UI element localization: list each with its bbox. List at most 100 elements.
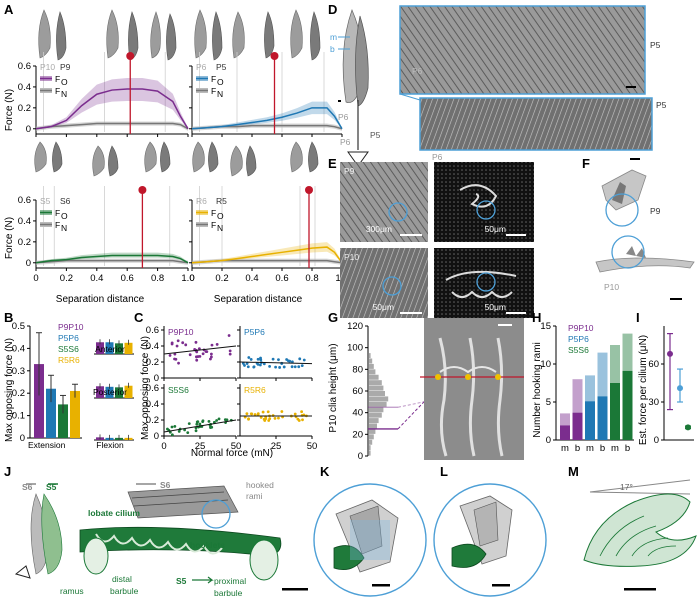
x-tick-label: 0.8 bbox=[305, 273, 318, 284]
legend-fn-sub: N bbox=[61, 89, 67, 99]
scale-bar-j bbox=[282, 588, 308, 591]
x-tick-label: 50 bbox=[231, 441, 242, 452]
x-tick-label: 0.4 bbox=[90, 273, 103, 284]
scatter-point bbox=[300, 364, 304, 368]
l-gray-face bbox=[473, 501, 499, 547]
bar-R5R6 bbox=[70, 390, 80, 438]
hist-bar bbox=[369, 353, 371, 359]
y-tick-label: 0 bbox=[546, 435, 551, 446]
scatter-point bbox=[195, 422, 199, 426]
scatter-point bbox=[258, 363, 262, 367]
stack-upper bbox=[622, 333, 633, 371]
scatter-point bbox=[302, 358, 306, 362]
y-tick-label: 0.4 bbox=[18, 216, 31, 227]
scatter-point bbox=[297, 419, 301, 422]
j-lobate: lobate cilium bbox=[88, 508, 140, 518]
stack-upper bbox=[585, 375, 595, 402]
panel-label-k: K bbox=[320, 464, 330, 479]
highlight-circle-e4 bbox=[476, 272, 496, 292]
mini-bar-S5S6 bbox=[115, 343, 123, 354]
hist-bar bbox=[369, 369, 376, 375]
label-p5-bottom: P5 bbox=[656, 100, 667, 110]
scatter-point bbox=[177, 429, 181, 433]
stack-upper bbox=[610, 345, 620, 383]
scatter-point bbox=[282, 365, 286, 369]
fo-line bbox=[191, 246, 343, 264]
whole-feather-sketch-2 bbox=[355, 15, 369, 107]
y-tick-label: 120 bbox=[347, 321, 363, 332]
scale-label-e2: 50μm bbox=[485, 224, 506, 234]
j-s5-bottom: S5 bbox=[176, 576, 187, 586]
panel-c: C Max opposing force (N) Normal force (m… bbox=[134, 310, 317, 459]
y-tick-label: 0.2 bbox=[12, 388, 25, 399]
scatter-point bbox=[175, 344, 179, 348]
panel-j: J S6 S5 S6 lobate cilium hooked rami hoo… bbox=[4, 464, 308, 598]
legend-fo: F bbox=[211, 74, 216, 84]
scatter-point bbox=[246, 365, 250, 369]
highlight-circle-e2 bbox=[476, 200, 496, 220]
h-legend-s5s6: S5S6 bbox=[568, 345, 589, 355]
x-tick-label: b bbox=[575, 443, 580, 454]
y-tick-label: 5 bbox=[546, 397, 551, 408]
panel-l: L bbox=[433, 464, 547, 597]
x-tick-label: 0 bbox=[161, 441, 166, 452]
j-s5-left: S5 bbox=[46, 482, 57, 492]
j-lobe-right bbox=[249, 539, 279, 581]
k-plane bbox=[350, 520, 390, 560]
x-tick-label: 0.6 bbox=[275, 273, 288, 284]
g-dot-2 bbox=[465, 374, 471, 380]
j-green-ramus bbox=[79, 526, 282, 557]
f-hook bbox=[612, 182, 626, 204]
j-distal: distal bbox=[112, 574, 132, 584]
scale-bar-k bbox=[372, 584, 390, 587]
scatter-point bbox=[267, 419, 271, 422]
hist-bar bbox=[369, 363, 374, 369]
label-p6-bottom: P6 bbox=[432, 152, 443, 162]
scatter-point bbox=[271, 357, 275, 361]
panel-h-legend: P9P10 P5P6 S5S6 bbox=[568, 323, 594, 355]
panel-m: M 17° bbox=[568, 464, 697, 591]
scatter-point bbox=[217, 417, 221, 421]
y-tick-label: 0.2 bbox=[146, 415, 159, 426]
bar-S5S6 bbox=[58, 404, 68, 438]
scatter-label: P9P10 bbox=[168, 327, 194, 337]
scatter-point bbox=[298, 357, 302, 361]
l-green-cilium bbox=[451, 543, 487, 568]
panel-c-xlabel: Normal force (mN) bbox=[191, 448, 273, 459]
label-p10-f: P10 bbox=[604, 282, 619, 292]
panel-label-b: B bbox=[4, 310, 13, 325]
ct-structure-2 bbox=[445, 270, 517, 298]
y-tick-label: 0.6 bbox=[146, 383, 159, 394]
scatter-label: P5P6 bbox=[244, 327, 265, 337]
scatter-point bbox=[173, 352, 177, 356]
scatter-point bbox=[301, 418, 304, 422]
scatter-point bbox=[293, 365, 297, 369]
legend-fo: F bbox=[55, 208, 60, 218]
hist-bar bbox=[369, 450, 371, 456]
j-rami: rami bbox=[246, 491, 263, 501]
hist-bar bbox=[369, 396, 389, 402]
y-tick-label: 0.6 bbox=[18, 61, 31, 72]
x-tick-label: 0.4 bbox=[245, 273, 258, 284]
y-tick-label: 0.3 bbox=[12, 366, 25, 377]
x-tick-label: 25 bbox=[195, 441, 206, 452]
j-ramus: ramus bbox=[60, 586, 84, 596]
scatter-point bbox=[197, 347, 201, 351]
scatter-point bbox=[168, 354, 172, 357]
panel-h-ylabel: Number hooking rami bbox=[532, 342, 543, 438]
y-tick-label: 0.4 bbox=[146, 341, 159, 352]
hist-bar bbox=[369, 412, 382, 418]
panel-g: G P10 clia height (μm) 0 20 40 60 80 100 120 bbox=[328, 310, 524, 462]
scatter-point bbox=[297, 365, 301, 369]
g-hooks bbox=[439, 366, 497, 374]
y-tick-label: 30 bbox=[648, 397, 659, 408]
scatter-point bbox=[293, 412, 297, 416]
y-tick-label: 0 bbox=[358, 451, 363, 462]
j-barbule2: barbule bbox=[214, 588, 243, 598]
y-tick-label: 0.2 bbox=[146, 357, 159, 368]
highlight-circle-e3 bbox=[382, 276, 402, 296]
connector-high bbox=[397, 401, 425, 408]
scatter-point bbox=[176, 339, 180, 343]
y-tick-label: 0.5 bbox=[12, 321, 25, 332]
scatter-point bbox=[262, 417, 266, 421]
